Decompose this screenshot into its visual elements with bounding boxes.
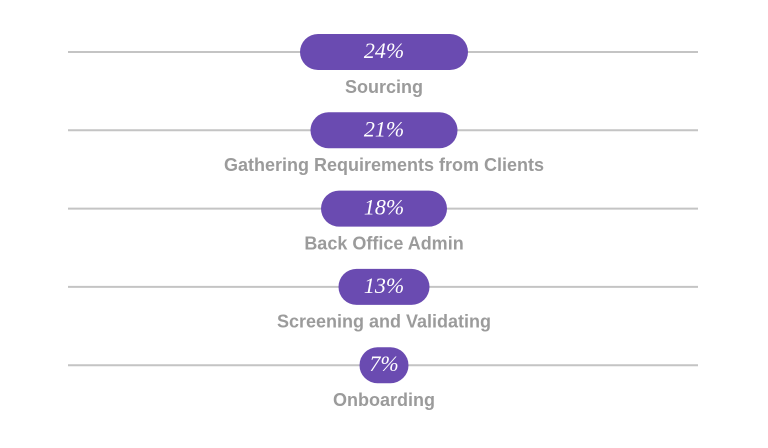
value-label: 18%: [364, 195, 404, 220]
value-label: 7%: [369, 351, 398, 376]
category-label: Screening and Validating: [277, 312, 491, 332]
category-label: Sourcing: [345, 77, 423, 97]
category-label: Onboarding: [333, 390, 435, 410]
bar: [359, 347, 409, 384]
bar: [310, 112, 458, 149]
value-label: 21%: [364, 116, 404, 141]
value-label: 24%: [364, 38, 404, 63]
value-label: 13%: [364, 273, 404, 298]
bar: [300, 34, 468, 70]
category-label: Gathering Requirements from Clients: [224, 155, 544, 175]
bar: [338, 268, 430, 305]
category-label: Back Office Admin: [304, 233, 463, 253]
bar: [321, 190, 447, 227]
